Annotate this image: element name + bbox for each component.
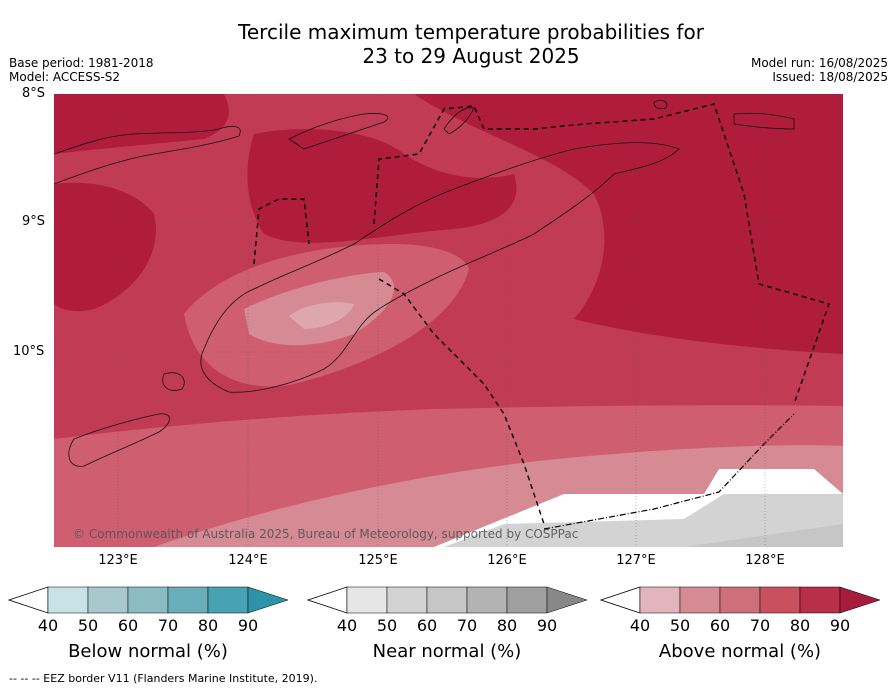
legend-tick-label: 50 xyxy=(77,616,99,635)
lon-label-125e: 125°E xyxy=(358,553,398,568)
lon-label-128e: 128°E xyxy=(745,553,785,568)
map-title: Tercile maximum temperature probabilitie… xyxy=(0,20,896,68)
legend-swatch xyxy=(546,586,588,614)
lon-label-127e: 127°E xyxy=(616,553,656,568)
probability-map xyxy=(54,94,843,547)
legend-tick-label: 50 xyxy=(376,616,398,635)
legend-swatch xyxy=(759,586,801,614)
band-80-90-ne xyxy=(414,94,843,354)
title-line-1: Tercile maximum temperature probabilitie… xyxy=(238,20,704,44)
legend-low-arrow xyxy=(307,586,348,614)
flores-coast xyxy=(54,125,241,185)
legend-tick-label: 80 xyxy=(197,616,219,635)
model-info: Base period: 1981-2018 Model: ACCESS-S2 xyxy=(9,56,154,84)
legend-swatch xyxy=(127,586,169,614)
eez-borders xyxy=(253,103,830,525)
legend-swatch xyxy=(247,586,289,614)
legend-swatch xyxy=(87,586,129,614)
legend-tick-label: 40 xyxy=(629,616,651,635)
legend-tick-label: 90 xyxy=(536,616,558,635)
legend-tick-label: 40 xyxy=(336,616,358,635)
legend-tick-label: 60 xyxy=(117,616,139,635)
copyright-notice: © Commonwealth of Australia 2025, Bureau… xyxy=(73,527,579,541)
legend-low-arrow xyxy=(600,586,641,614)
coastlines xyxy=(54,100,795,467)
legend-above-normal xyxy=(600,586,881,614)
legend-swatch xyxy=(466,586,508,614)
near-normal-dark xyxy=(684,524,843,547)
band-40-50-core xyxy=(289,302,354,329)
tanimbar-coast xyxy=(733,112,795,130)
eez-footnote: -- -- -- EEZ border V11 (Flanders Marine… xyxy=(9,672,318,685)
legend-tick-label: 50 xyxy=(669,616,691,635)
legend-tick-label: 90 xyxy=(237,616,259,635)
lon-label-123e: 123°E xyxy=(98,553,138,568)
legend-below-normal xyxy=(8,586,289,614)
run-info: Model run: 16/08/2025 Issued: 18/08/2025 xyxy=(751,56,888,84)
lat-label-8s: 8°S xyxy=(22,86,46,101)
legend-swatch xyxy=(799,586,841,614)
eez-border-south xyxy=(543,413,795,530)
wetar-coast xyxy=(443,107,475,135)
model-run: Model run: 16/08/2025 xyxy=(750,56,888,70)
legend-tick-label: 70 xyxy=(456,616,478,635)
alor-coast xyxy=(288,113,389,150)
babar-coast xyxy=(653,100,668,110)
legend-swatch xyxy=(47,586,89,614)
timor-island-coast xyxy=(200,142,680,393)
legend-swatch xyxy=(679,586,721,614)
legend-swatch xyxy=(639,586,681,614)
legend-swatch xyxy=(426,586,468,614)
title-line-2: 23 to 29 August 2025 xyxy=(362,44,580,68)
lat-label-10s: 10°S xyxy=(13,344,45,359)
issued-date: Issued: 18/08/2025 xyxy=(772,70,888,84)
band-80-90-west xyxy=(54,182,156,312)
model-name: Model: ACCESS-S2 xyxy=(9,70,121,84)
legend-tick-label: 70 xyxy=(157,616,179,635)
legend-tick-label: 70 xyxy=(749,616,771,635)
legend-near-normal xyxy=(307,586,588,614)
legend-title-below: Below normal (%) xyxy=(68,641,228,662)
legend-swatch xyxy=(167,586,209,614)
legend-swatch xyxy=(386,586,428,614)
near-normal-grey xyxy=(444,494,843,547)
legend-swatch xyxy=(207,586,249,614)
legend-tick-label: 60 xyxy=(416,616,438,635)
lon-label-124e: 124°E xyxy=(228,553,268,568)
band-80-90-nw xyxy=(54,94,229,154)
legend-swatch xyxy=(346,586,388,614)
legend-tick-label: 90 xyxy=(829,616,851,635)
legend-tick-label: 60 xyxy=(709,616,731,635)
legend-title-above: Above normal (%) xyxy=(658,641,822,662)
rote-coast xyxy=(162,372,185,391)
band-80-90-north xyxy=(247,129,517,243)
legend-swatch xyxy=(506,586,548,614)
legend-swatch xyxy=(839,586,881,614)
sumba-coast xyxy=(68,413,170,467)
legend-tick-label: 80 xyxy=(496,616,518,635)
legend-low-arrow xyxy=(8,586,49,614)
lat-label-9s: 9°S xyxy=(22,214,46,229)
base-period: Base period: 1981-2018 xyxy=(9,56,154,70)
legend-title-near: Near normal (%) xyxy=(372,641,522,662)
legend-swatch xyxy=(719,586,761,614)
lon-label-126e: 126°E xyxy=(487,553,527,568)
legend-tick-label: 80 xyxy=(789,616,811,635)
legend-tick-label: 40 xyxy=(37,616,59,635)
